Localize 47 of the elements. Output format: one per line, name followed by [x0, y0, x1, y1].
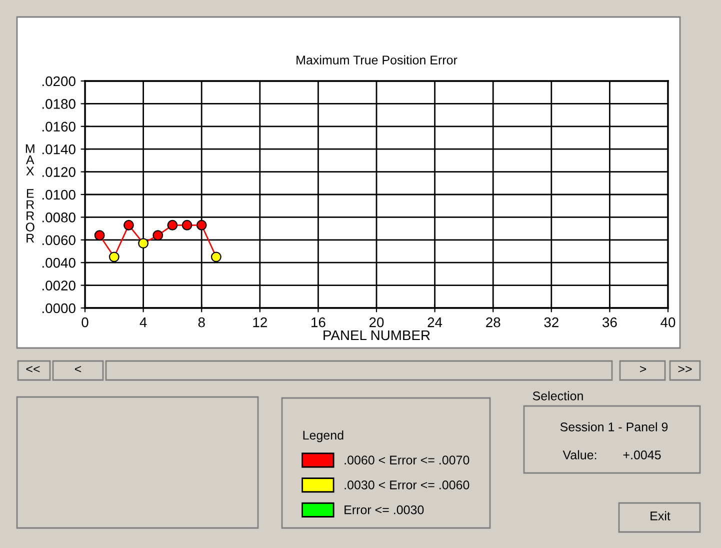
legend-label: Error <= .0030	[344, 505, 424, 514]
x-tick-label: 20	[369, 317, 384, 328]
text: <<	[26, 366, 40, 372]
x-tick-label: 12	[253, 317, 267, 328]
text: Session 1 - Panel 9	[560, 422, 668, 432]
point	[182, 220, 192, 230]
text: Value:	[562, 450, 596, 460]
y-tick-label: .0180	[42, 99, 76, 109]
x-tick-label: 0	[82, 317, 88, 328]
x-tick-label: 24	[428, 317, 442, 328]
text: <	[74, 366, 82, 372]
y-tick-label: .0020	[42, 280, 76, 290]
legend-label: .0060 < Error <= .0070	[344, 456, 470, 464]
y-tick-label: .0040	[42, 258, 76, 268]
text: >>	[678, 366, 692, 372]
y-tick-label: .0120	[42, 167, 76, 177]
legend-label: .0030 < Error <= .0060	[344, 480, 470, 490]
point	[210, 252, 222, 262]
point	[196, 220, 207, 230]
x-tick-label: 40	[660, 317, 676, 328]
point	[108, 252, 120, 262]
text: Exit	[650, 511, 670, 520]
x-tick-label: 16	[312, 317, 326, 328]
text: +.0045	[623, 450, 661, 460]
text: Selection	[532, 391, 583, 400]
x-tick-label: 28	[486, 317, 500, 328]
x-tick-label: 8	[198, 317, 205, 328]
legend-title: Legend	[303, 430, 344, 442]
text: >	[640, 366, 646, 372]
point	[152, 230, 164, 241]
y-tick-label: .0060	[42, 235, 76, 246]
y-tick-label: .0140	[42, 144, 76, 154]
x-tick-label: 4	[140, 318, 147, 328]
point	[124, 220, 134, 230]
y-axis-title: MAX ERROR	[26, 144, 34, 243]
y-tick-label: .0000	[42, 303, 76, 314]
x-tick-label: 32	[544, 317, 558, 328]
y-tick-label: .0200	[42, 76, 76, 86]
point	[138, 238, 149, 249]
x-tick-label: 36	[602, 317, 617, 328]
point	[167, 220, 178, 230]
y-tick-label: .0080	[42, 212, 76, 222]
y-tick-label: .0160	[42, 122, 76, 132]
x-axis-title: PANEL NUMBER	[324, 330, 430, 340]
chart-title: Maximum True Position Error	[296, 55, 458, 64]
point	[94, 230, 105, 241]
y-tick-label: .0100	[42, 190, 76, 200]
